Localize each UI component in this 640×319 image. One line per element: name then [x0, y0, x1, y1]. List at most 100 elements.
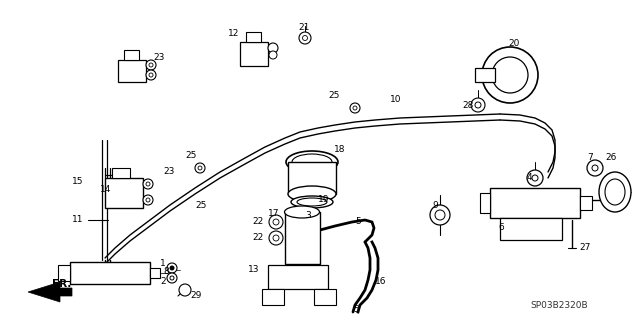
Circle shape — [146, 182, 150, 186]
Circle shape — [146, 198, 150, 202]
Ellipse shape — [286, 151, 338, 173]
Circle shape — [269, 231, 283, 245]
Polygon shape — [28, 282, 72, 302]
Text: 21: 21 — [298, 24, 309, 33]
Circle shape — [587, 160, 603, 176]
Bar — [262, 289, 284, 305]
Circle shape — [170, 266, 174, 270]
Text: 9: 9 — [432, 201, 438, 210]
Bar — [150, 268, 160, 278]
Text: 11: 11 — [72, 216, 83, 225]
Ellipse shape — [291, 196, 333, 208]
Bar — [240, 42, 268, 66]
Text: 5: 5 — [353, 306, 359, 315]
Text: 12: 12 — [228, 29, 239, 39]
Ellipse shape — [599, 172, 631, 212]
Bar — [105, 178, 143, 208]
Circle shape — [471, 98, 485, 112]
Circle shape — [482, 47, 538, 103]
Circle shape — [430, 205, 450, 225]
Text: 20: 20 — [508, 40, 520, 48]
Circle shape — [146, 70, 156, 80]
Bar — [58, 265, 70, 281]
Bar — [285, 212, 320, 264]
Bar — [112, 168, 130, 178]
Text: 5: 5 — [355, 218, 361, 226]
Text: 25: 25 — [328, 91, 339, 100]
Text: 22: 22 — [252, 233, 263, 241]
Circle shape — [350, 103, 360, 113]
Text: 23: 23 — [153, 54, 164, 63]
Circle shape — [268, 43, 278, 53]
Circle shape — [170, 276, 174, 280]
Text: 10: 10 — [390, 95, 401, 105]
Bar — [475, 68, 495, 82]
Ellipse shape — [288, 186, 336, 202]
Circle shape — [149, 63, 153, 67]
Circle shape — [353, 106, 357, 110]
Ellipse shape — [294, 207, 316, 217]
Text: 29: 29 — [190, 292, 202, 300]
Text: 27: 27 — [579, 243, 590, 253]
Circle shape — [179, 284, 191, 296]
Circle shape — [475, 102, 481, 108]
Circle shape — [492, 57, 528, 93]
Bar — [314, 289, 336, 305]
Circle shape — [273, 235, 279, 241]
Circle shape — [299, 32, 311, 44]
Circle shape — [146, 60, 156, 70]
Circle shape — [303, 35, 307, 41]
Text: 7: 7 — [587, 153, 593, 162]
Text: 17: 17 — [268, 210, 280, 219]
Circle shape — [269, 51, 277, 59]
Bar — [500, 218, 562, 240]
Circle shape — [273, 219, 279, 225]
Ellipse shape — [298, 210, 312, 214]
Circle shape — [167, 273, 177, 283]
Text: 4: 4 — [527, 174, 532, 182]
Circle shape — [527, 170, 543, 186]
Circle shape — [195, 163, 205, 173]
Text: 14: 14 — [100, 186, 111, 195]
Bar — [70, 262, 150, 284]
Text: 13: 13 — [248, 265, 259, 275]
Circle shape — [143, 195, 153, 205]
Bar — [246, 32, 261, 42]
Ellipse shape — [605, 179, 625, 205]
Text: 25: 25 — [195, 201, 206, 210]
Text: 15: 15 — [72, 177, 83, 187]
Text: 8: 8 — [163, 268, 169, 277]
Circle shape — [269, 215, 283, 229]
Text: FR.: FR. — [52, 279, 72, 289]
Bar — [490, 188, 580, 218]
Text: 18: 18 — [334, 145, 346, 154]
Text: SP03B2320B: SP03B2320B — [530, 300, 588, 309]
Circle shape — [167, 263, 177, 273]
Text: 6: 6 — [498, 224, 504, 233]
Bar — [268, 265, 328, 289]
Ellipse shape — [285, 206, 319, 218]
Circle shape — [143, 179, 153, 189]
Text: 22: 22 — [252, 217, 263, 226]
Text: —: — — [160, 270, 169, 278]
Text: 25: 25 — [185, 151, 196, 160]
Circle shape — [592, 165, 598, 171]
Text: 2: 2 — [160, 278, 166, 286]
Bar — [288, 162, 336, 194]
Text: 16: 16 — [375, 278, 387, 286]
Text: 28: 28 — [462, 101, 474, 110]
Text: 23: 23 — [163, 167, 174, 176]
Bar — [118, 60, 146, 82]
Text: 26: 26 — [605, 153, 616, 162]
Text: 3: 3 — [305, 211, 311, 219]
Circle shape — [435, 210, 445, 220]
Text: 19: 19 — [318, 196, 330, 204]
Bar — [480, 193, 490, 213]
Bar — [124, 50, 139, 60]
Circle shape — [198, 166, 202, 170]
Bar — [580, 196, 592, 210]
Ellipse shape — [297, 198, 327, 206]
Text: 1: 1 — [160, 259, 166, 269]
Circle shape — [532, 175, 538, 181]
Ellipse shape — [292, 154, 332, 170]
